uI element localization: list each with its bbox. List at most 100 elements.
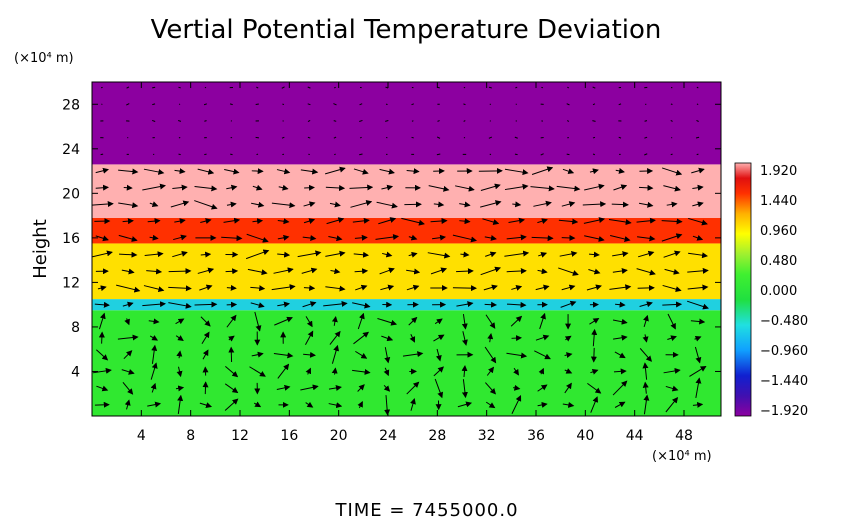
wind-vector	[328, 235, 343, 242]
wind-vector	[200, 316, 211, 327]
wind-vector	[692, 235, 704, 241]
wind-vector	[489, 153, 492, 156]
wind-vector	[95, 235, 109, 242]
wind-vector	[359, 153, 363, 156]
wind-vector	[592, 120, 596, 122]
wind-vector	[228, 335, 235, 342]
wind-vector	[98, 331, 105, 344]
wind-vector	[689, 365, 707, 377]
wind-vector	[485, 251, 497, 258]
wind-vector	[608, 219, 632, 226]
wind-vector	[95, 349, 109, 361]
wind-vector	[350, 200, 373, 208]
wind-vector	[357, 312, 365, 330]
wind-vector	[325, 250, 346, 257]
wind-vector	[484, 346, 497, 364]
wind-vector	[353, 168, 369, 175]
wind-vector	[662, 284, 682, 293]
wind-vector	[256, 86, 259, 89]
wind-vector	[663, 185, 681, 192]
wind-vector	[252, 218, 264, 225]
wind-vector	[696, 86, 699, 89]
wind-vector	[331, 344, 340, 364]
wind-vector	[480, 183, 501, 191]
wind-vector	[380, 284, 395, 291]
wind-vector	[349, 184, 374, 191]
wind-vector	[515, 86, 518, 89]
wind-vector	[204, 153, 207, 156]
wind-vector	[152, 103, 156, 106]
wind-vector	[357, 384, 365, 392]
wind-vector	[586, 284, 602, 291]
wind-vector	[461, 314, 468, 330]
wind-vector	[513, 367, 519, 376]
wind-vector	[406, 268, 421, 275]
wind-vector	[514, 136, 518, 139]
wind-vector	[670, 103, 673, 105]
wind-vector	[511, 285, 523, 291]
wind-vector	[667, 313, 676, 330]
wind-vector	[250, 285, 266, 292]
wind-vector	[247, 268, 268, 276]
wind-vector	[584, 183, 605, 191]
wind-vector	[642, 381, 649, 394]
wind-vector	[122, 301, 134, 308]
wind-vector	[537, 401, 548, 408]
wind-vector	[609, 284, 632, 291]
wind-vector	[559, 250, 578, 257]
wind-vector	[463, 103, 466, 106]
wind-vector	[531, 166, 554, 175]
wind-vector	[307, 119, 311, 122]
wind-vector	[636, 268, 656, 276]
wind-vector	[251, 201, 265, 208]
wind-vector	[329, 201, 341, 208]
wind-vector	[406, 381, 420, 395]
wind-vector	[118, 202, 139, 209]
wind-vector	[592, 153, 596, 156]
wind-vector	[696, 119, 699, 122]
wind-vector	[691, 167, 705, 174]
wind-vector	[460, 251, 470, 258]
wind-vector	[252, 184, 263, 191]
wind-vector	[225, 268, 239, 275]
wind-vector	[300, 384, 319, 391]
wind-vector	[194, 301, 218, 308]
wind-vector	[508, 217, 525, 224]
wind-vector	[203, 103, 208, 106]
wind-vector	[375, 234, 400, 241]
wind-vector	[122, 218, 134, 225]
wind-vector	[200, 251, 212, 258]
wind-vector	[175, 335, 184, 341]
wind-vector	[452, 234, 478, 243]
wind-vector	[224, 168, 240, 175]
wind-vector	[611, 201, 629, 208]
wind-vector	[566, 153, 570, 156]
wind-vector	[121, 268, 135, 275]
wind-vector	[564, 368, 573, 374]
x-tick-label: 12	[231, 428, 249, 444]
wind-vector	[564, 335, 572, 342]
wind-vector	[353, 331, 370, 345]
wind-vector	[461, 379, 468, 399]
wind-vector	[456, 301, 474, 308]
wind-vector	[92, 201, 114, 208]
wind-vector	[614, 401, 626, 408]
wind-vector	[590, 347, 597, 363]
wind-vector	[124, 318, 130, 326]
wind-vector	[686, 300, 709, 310]
wind-vector	[561, 234, 576, 241]
wind-vector	[229, 103, 233, 106]
wind-vector	[567, 86, 569, 89]
wind-vector	[436, 153, 441, 156]
wind-vector	[302, 235, 317, 242]
colorbar-tick-label: −1.920	[760, 404, 808, 419]
wind-vector	[92, 250, 113, 258]
wind-vector	[433, 334, 445, 342]
wind-vector	[147, 218, 161, 225]
wind-vector	[531, 235, 554, 242]
wind-vector	[226, 314, 237, 328]
wind-vector	[334, 153, 336, 156]
wind-vector	[485, 401, 496, 409]
wind-vector	[540, 153, 544, 156]
wind-vector	[302, 301, 317, 308]
